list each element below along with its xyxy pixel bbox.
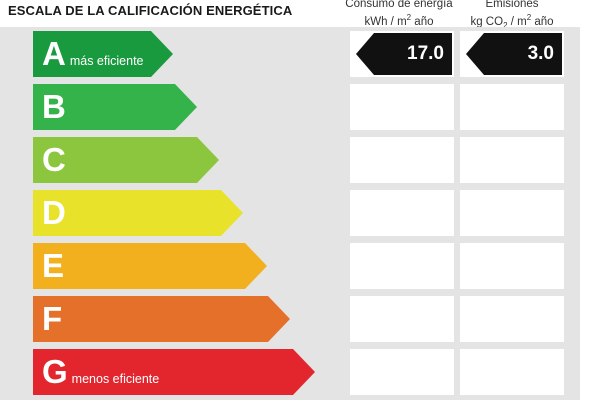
rating-arrow-shape (33, 243, 267, 289)
rating-letter: E (42, 247, 65, 284)
rating-bar-b: B (33, 84, 197, 130)
energy-cell-d (350, 190, 454, 236)
energy-header-line1: Consumo de energía (345, 0, 453, 10)
emissions-header-line1: Emisiones (485, 0, 539, 10)
marker-arrow-shape (466, 33, 562, 75)
energy-column-header: Consumo de energía kWh / m2 año (344, 0, 454, 29)
rating-arrow-shape (33, 349, 315, 395)
marker-arrow-shape (356, 33, 452, 75)
rating-row-b: B (0, 84, 580, 130)
rating-row-d: D (0, 190, 580, 236)
emissions-cell-e (460, 243, 564, 289)
emissions-cell-b (460, 84, 564, 130)
emissions-header-line2: kg CO2 / m2 año (470, 13, 554, 31)
emissions-cell-c (460, 137, 564, 183)
energy-value-label: 17.0 (407, 43, 444, 64)
rating-note: menos eficiente (71, 372, 160, 386)
rating-letter: A (42, 35, 66, 72)
energy-cell-b (350, 84, 454, 130)
emissions-cell-f (460, 296, 564, 342)
energy-header-line2: kWh / m2 año (364, 13, 434, 28)
energy-cell-c (350, 137, 454, 183)
rating-letter: G (42, 353, 68, 390)
rating-letter: C (42, 141, 66, 178)
rating-note: más eficiente (69, 54, 144, 68)
emissions-cell-g (460, 349, 564, 395)
emissions-cell-d (460, 190, 564, 236)
emissions-value-marker: 3.0 (466, 33, 562, 75)
emissions-column-header: Emisiones kg CO2 / m2 año (457, 0, 567, 33)
rating-bar-c: C (33, 137, 219, 183)
rating-letter: B (42, 88, 66, 125)
energy-cell-a: 17.0 (350, 31, 454, 77)
rating-letter: F (42, 300, 63, 337)
page-title: ESCALA DE LA CALIFICACIÓN ENERGÉTICA (8, 3, 293, 18)
rating-letter: D (42, 194, 66, 231)
energy-cell-e (350, 243, 454, 289)
rating-arrow-shape (33, 137, 219, 183)
rating-arrow-shape (33, 84, 197, 130)
rating-arrow-shape (33, 296, 290, 342)
energy-cell-f (350, 296, 454, 342)
rating-arrow-shape (33, 190, 243, 236)
energy-cell-g (350, 349, 454, 395)
energy-value-marker: 17.0 (356, 33, 452, 75)
rating-row-e: E (0, 243, 580, 289)
rating-bar-f: F (33, 296, 290, 342)
rating-arrow-shape (33, 31, 173, 77)
rating-row-c: C (0, 137, 580, 183)
rating-bar-d: D (33, 190, 243, 236)
emissions-cell-a: 3.0 (460, 31, 564, 77)
rating-bar-e: E (33, 243, 267, 289)
rating-row-f: F (0, 296, 580, 342)
emissions-value-label: 3.0 (527, 43, 554, 64)
